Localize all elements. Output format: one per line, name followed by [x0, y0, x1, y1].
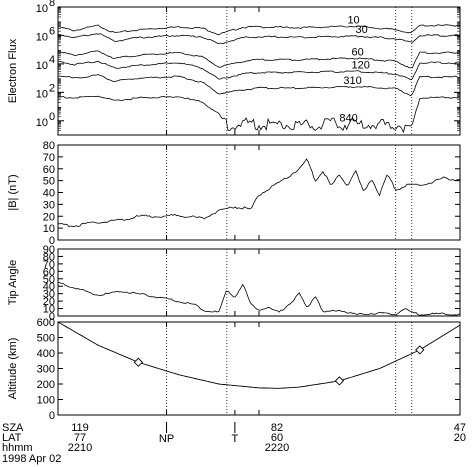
y-tick-label: 30 [43, 199, 55, 211]
orbit-row-label: hhmm [2, 442, 33, 454]
y-tick-label: 0 [49, 311, 55, 323]
orbit-hhmm-value: 2210 [68, 442, 92, 454]
panel-frame [57, 321, 461, 416]
orbit-sza-value: 47 [454, 422, 466, 434]
y-tick-exponent: 2 [49, 82, 55, 94]
orbit-date: 1998 Apr 02 [2, 453, 61, 465]
y-tick-label: 600 [37, 317, 55, 329]
series-line [57, 24, 461, 36]
y-tick-label: 60 [43, 266, 55, 278]
y-tick-label: 30 [43, 289, 55, 301]
curve-label: 10 [347, 14, 359, 26]
y-tick-exponent: 8 [49, 0, 55, 9]
curve-label: 310 [343, 75, 361, 87]
y-tick-label: 60 [43, 164, 55, 176]
y-tick-exponent: 4 [49, 54, 55, 66]
y-tick-label: 50 [43, 274, 55, 286]
y-axis-label: Altitude (km) [7, 338, 19, 400]
orbit-sza-value: 82 [271, 422, 283, 434]
y-tick-label: 10 [43, 304, 55, 316]
series-line [57, 321, 461, 389]
diamond-marker [334, 376, 345, 386]
y-tick-label: 100 [37, 395, 55, 407]
y-axis-label: Electron Flux [7, 38, 19, 103]
y-tick-label: 70 [43, 259, 55, 271]
curve-label: 60 [351, 46, 363, 58]
y-tick-label: 0 [49, 235, 55, 247]
y-tick-label: 80 [43, 251, 55, 263]
series-line [57, 33, 461, 45]
event-label: T [232, 433, 239, 445]
orbit-lat-value: 77 [74, 432, 86, 444]
y-tick-label: 500 [37, 333, 55, 345]
y-tick-label: 200 [37, 379, 55, 391]
y-tick-label: 10 [36, 60, 48, 72]
panel-frame [57, 248, 461, 317]
series-line [57, 158, 461, 228]
y-tick-label: 300 [37, 364, 55, 376]
orbit-sza-value: 119 [71, 422, 89, 434]
curve-label: 30 [355, 24, 367, 36]
y-tick-exponent: 0 [49, 111, 55, 123]
y-tick-label: 20 [43, 296, 55, 308]
event-label: NP [159, 433, 174, 445]
diamond-marker [133, 357, 144, 367]
y-axis-label: Tip Angle [7, 260, 19, 305]
orbit-lat-value: 20 [454, 432, 466, 444]
y-axis-label: |B| (nT) [7, 174, 19, 210]
curve-label: 120 [351, 59, 369, 71]
y-tick-label: 40 [43, 281, 55, 293]
y-tick-label: 400 [37, 348, 55, 360]
orbit-hhmm-value: 2220 [265, 442, 289, 454]
panel-frame [57, 144, 461, 241]
y-tick-exponent: 6 [49, 25, 55, 37]
series-line [57, 50, 461, 69]
y-tick-label: 10 [36, 117, 48, 129]
y-tick-label: 10 [36, 88, 48, 100]
y-tick-label: 0 [49, 410, 55, 422]
y-tick-label: 20 [43, 211, 55, 223]
y-tick-label: 70 [43, 152, 55, 164]
orbit-row-label: LAT [2, 432, 22, 444]
panel-4: 0 100 200 300 400 500 600 Altitude (km) [7, 317, 461, 422]
curve-label: 840 [339, 112, 357, 124]
diamond-marker [415, 345, 425, 355]
y-tick-label: 50 [43, 176, 55, 188]
series-line [57, 73, 461, 97]
series-line [57, 60, 461, 81]
y-tick-label: 10 [36, 3, 48, 15]
y-tick-label: 40 [43, 188, 55, 200]
y-tick-label: 80 [43, 140, 55, 152]
panel-frame [57, 6, 461, 136]
orbit-lat-value: 60 [271, 432, 283, 444]
y-tick-label: 10 [36, 31, 48, 43]
orbit-row-label: SZA [2, 422, 24, 434]
y-tick-label: 10 [43, 223, 55, 235]
y-tick-label: 90 [43, 244, 55, 256]
series-line [57, 281, 461, 316]
series-line [58, 95, 461, 134]
